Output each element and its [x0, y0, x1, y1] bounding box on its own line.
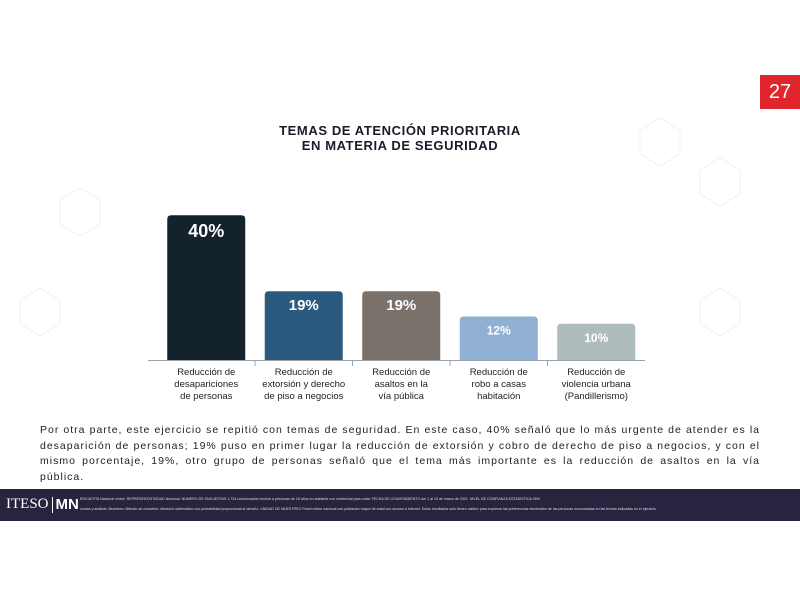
footer-line: cuotas y análisis. Muestreo: Método de m…: [80, 507, 657, 511]
logo: ITESO MN: [6, 496, 79, 513]
bar: [264, 291, 343, 360]
value-label: 19%: [386, 297, 416, 314]
logo-divider: [51, 496, 53, 513]
value-label: 12%: [487, 324, 511, 338]
footer: ITESO MN ENCUESTA Nacional online. REPRE…: [0, 489, 800, 521]
x-tick-label: Reducción de extorsión y derecho de piso…: [262, 367, 346, 402]
x-tick-label: Reducción de desapariciones de personas: [174, 367, 239, 402]
bar: [167, 215, 246, 360]
value-label: 10%: [584, 331, 608, 345]
chart-title: TEMAS DE ATENCIÓN PRIORITARIA EN MATERIA…: [279, 123, 521, 153]
bar: [459, 316, 538, 360]
bar: [362, 291, 441, 360]
footer-line: ENCUESTA Nacional online. REPRESENTATIVI…: [80, 497, 540, 501]
background-pattern: [19, 117, 741, 337]
x-tick-label: Reducción de robo a casas habitación: [469, 367, 528, 402]
logo-left: ITESO: [6, 496, 49, 512]
paragraph: Por otra parte, este ejercicio se repiti…: [40, 424, 760, 483]
x-tick-label: Reducción de asaltos en la vía pública: [372, 367, 431, 402]
logo-right: MN: [55, 496, 79, 513]
value-label: 40%: [188, 221, 224, 241]
page-number: 27: [760, 75, 800, 109]
bar: [557, 323, 636, 360]
value-label: 19%: [289, 297, 319, 314]
x-tick-label: Reducción de violencia urbana (Pandiller…: [561, 367, 631, 402]
